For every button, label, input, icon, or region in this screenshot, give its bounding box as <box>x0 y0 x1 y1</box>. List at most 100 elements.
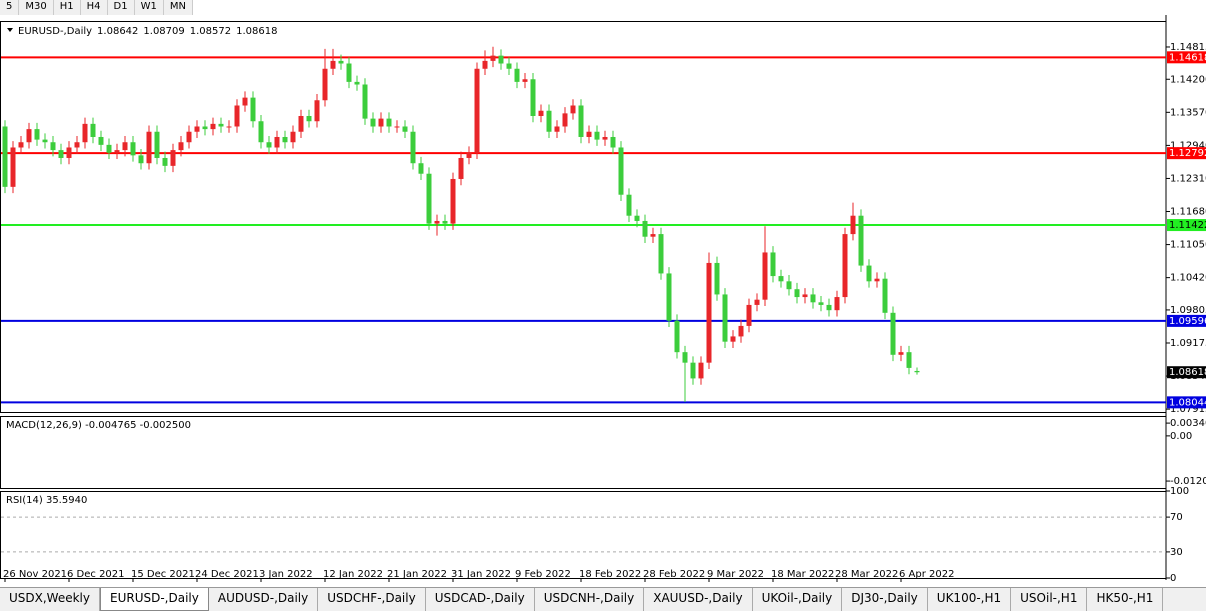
rsi-header: RSI(14) 35.5940 <box>6 495 87 506</box>
chart-tab[interactable]: EURUSD-,Daily <box>100 588 209 611</box>
y-tick-label: 1.14200 <box>1170 74 1206 85</box>
candle-body <box>610 136 616 148</box>
x-tick-label: 6 Dec 2021 <box>67 569 125 580</box>
candle-body <box>730 336 736 342</box>
chart-tab[interactable]: USDX,Weekly <box>0 588 100 611</box>
candle-body <box>490 55 496 61</box>
candle-body <box>178 142 184 151</box>
candle-body <box>346 63 352 82</box>
chart-tab[interactable]: USOil-,H1 <box>1011 588 1088 611</box>
candle-body <box>250 97 256 122</box>
chart-tab[interactable]: USDCNH-,Daily <box>535 588 645 611</box>
candle-body <box>498 55 504 64</box>
candle-body <box>202 126 208 130</box>
candle-body <box>170 150 176 166</box>
candle-body <box>722 294 728 342</box>
timeframe-button[interactable]: M30 <box>19 0 54 15</box>
level-tag <box>1167 396 1206 409</box>
header-low: 1.08572 <box>190 26 231 37</box>
candle-body <box>90 123 96 137</box>
price-label: 1.08618 <box>1169 367 1206 378</box>
candle-body <box>154 131 160 158</box>
timeframe-button[interactable]: W1 <box>135 0 164 15</box>
candle-body <box>74 142 80 148</box>
candle-body <box>354 81 360 85</box>
candle-body <box>66 147 72 158</box>
candle-body <box>618 147 624 195</box>
header-open: 1.08642 <box>97 26 138 37</box>
candle-body <box>146 131 152 164</box>
candle-body <box>914 370 920 373</box>
candle-body <box>522 79 528 82</box>
x-tick-label: 18 Feb 2022 <box>579 569 641 580</box>
level-tag <box>1167 51 1206 64</box>
header-high: 1.08709 <box>143 26 184 37</box>
candle-body <box>322 68 328 101</box>
chart-tab[interactable]: UK100-,H1 <box>928 588 1012 611</box>
price-tag <box>1167 366 1206 379</box>
candle-body <box>386 118 392 127</box>
level-tag <box>1167 314 1206 327</box>
x-tick-label: 28 Mar 2022 <box>835 569 898 580</box>
candle-body <box>786 281 792 290</box>
chart-tab[interactable]: HK50-,H1 <box>1087 588 1164 611</box>
candle-body <box>306 115 312 122</box>
candle-body <box>282 136 288 143</box>
candle-body <box>362 84 368 119</box>
level-label: 1.11422 <box>1169 220 1206 231</box>
header-arrow <box>7 28 13 32</box>
candle-body <box>50 142 56 151</box>
candle-body <box>738 325 744 337</box>
candle-body <box>586 131 592 137</box>
x-tick-label: 15 Dec 2021 <box>131 569 195 580</box>
x-tick-label: 21 Jan 2022 <box>387 569 447 580</box>
candle-body <box>466 152 472 158</box>
candle-body <box>10 147 16 187</box>
timeframe-button[interactable]: H4 <box>81 0 108 15</box>
candle-body <box>746 304 752 326</box>
candle-body <box>42 139 48 143</box>
candle-body <box>898 352 904 355</box>
candle-body <box>706 262 712 363</box>
candle-body <box>562 113 568 127</box>
chart-tab[interactable]: USDCHF-,Daily <box>318 588 426 611</box>
y-tick-label: 0.00 <box>1170 431 1192 442</box>
timeframe-button[interactable]: D1 <box>108 0 135 15</box>
candle-body <box>242 97 248 106</box>
candle-body <box>330 60 336 69</box>
level-label: 1.09596 <box>1169 316 1206 327</box>
candle-body <box>26 129 32 143</box>
timeframe-button[interactable]: H1 <box>54 0 81 15</box>
candle-body <box>290 131 296 143</box>
timeframe-button[interactable]: MN <box>164 0 193 15</box>
candle-body <box>514 68 520 82</box>
candle-body <box>338 60 344 64</box>
candle-body <box>138 155 144 164</box>
candle-body <box>850 215 856 235</box>
candle-body <box>650 234 656 237</box>
candle-body <box>394 126 400 128</box>
candle-body <box>826 304 832 311</box>
panel-frame <box>0 21 1167 413</box>
chart-tab[interactable]: AUDUSD-,Daily <box>209 588 319 611</box>
y-tick-label: 1.12940 <box>1170 140 1206 151</box>
candle-body <box>194 126 200 132</box>
chart-tab[interactable]: XAUUSD-,Daily <box>644 588 753 611</box>
x-tick-label: 6 Apr 2022 <box>899 569 954 580</box>
panel-frame <box>0 491 1167 579</box>
candle-body <box>818 302 824 305</box>
level-tag <box>1167 219 1206 232</box>
candle-body <box>314 100 320 122</box>
timeframe-button[interactable]: 5 <box>0 0 20 15</box>
chart-tab[interactable]: USDCAD-,Daily <box>426 588 535 611</box>
candle-body <box>426 173 432 224</box>
chart-tab[interactable]: UKOil-,Daily <box>753 588 843 611</box>
level-tag <box>1167 147 1206 160</box>
chart-tab[interactable]: DJ30-,Daily <box>842 588 928 611</box>
candle-body <box>658 234 664 274</box>
candle-body <box>18 142 24 148</box>
y-tick-label: 1.09175 <box>1170 338 1206 349</box>
candle-body <box>378 118 384 127</box>
candle-body <box>34 129 40 140</box>
